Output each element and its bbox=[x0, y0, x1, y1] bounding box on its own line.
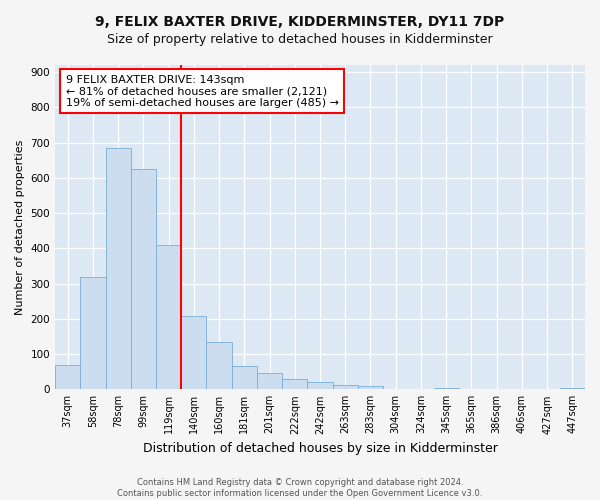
Bar bbox=[358, 386, 383, 390]
Bar bbox=[560, 388, 585, 390]
Bar bbox=[332, 385, 358, 390]
Bar bbox=[55, 364, 80, 390]
Bar bbox=[106, 148, 131, 390]
Text: Contains HM Land Registry data © Crown copyright and database right 2024.
Contai: Contains HM Land Registry data © Crown c… bbox=[118, 478, 482, 498]
Bar bbox=[257, 374, 282, 390]
Text: Size of property relative to detached houses in Kidderminster: Size of property relative to detached ho… bbox=[107, 32, 493, 46]
Bar bbox=[383, 388, 409, 390]
Bar bbox=[282, 378, 307, 390]
Bar bbox=[232, 366, 257, 390]
Bar bbox=[131, 169, 156, 390]
Y-axis label: Number of detached properties: Number of detached properties bbox=[15, 140, 25, 315]
Bar bbox=[156, 245, 181, 390]
Bar bbox=[80, 276, 106, 390]
Bar bbox=[206, 342, 232, 390]
X-axis label: Distribution of detached houses by size in Kidderminster: Distribution of detached houses by size … bbox=[143, 442, 497, 455]
Bar bbox=[434, 388, 459, 390]
Text: 9 FELIX BAXTER DRIVE: 143sqm
← 81% of detached houses are smaller (2,121)
19% of: 9 FELIX BAXTER DRIVE: 143sqm ← 81% of de… bbox=[65, 74, 338, 108]
Bar bbox=[307, 382, 332, 390]
Bar bbox=[181, 316, 206, 390]
Text: 9, FELIX BAXTER DRIVE, KIDDERMINSTER, DY11 7DP: 9, FELIX BAXTER DRIVE, KIDDERMINSTER, DY… bbox=[95, 15, 505, 29]
